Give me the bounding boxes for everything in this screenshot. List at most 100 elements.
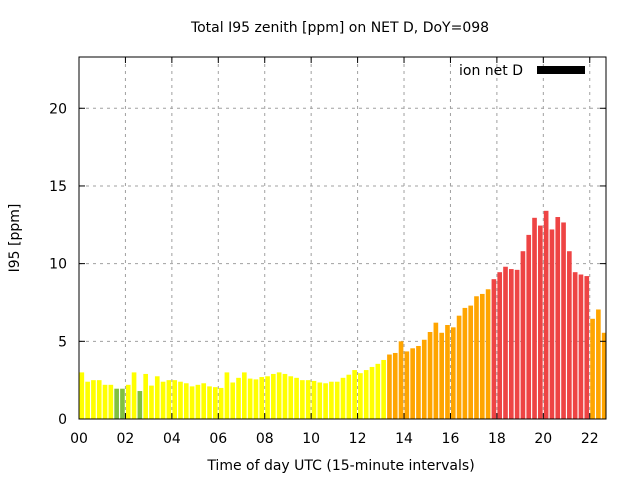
bar: [172, 380, 178, 419]
bar: [340, 377, 346, 419]
bar: [346, 374, 352, 419]
x-axis-label: Time of day UTC (15-minute intervals): [206, 458, 474, 474]
x-tick-label: 10: [302, 431, 320, 447]
x-tick-label: 08: [256, 431, 274, 447]
bar: [375, 363, 381, 419]
bar: [183, 383, 189, 419]
bar: [334, 381, 340, 419]
x-tick-label: 14: [395, 431, 413, 447]
bar: [91, 380, 96, 419]
y-tick-label: 15: [49, 179, 67, 195]
bar: [474, 296, 479, 419]
bar: [404, 351, 410, 419]
bar: [526, 234, 532, 419]
bar: [567, 251, 572, 419]
bar: [195, 384, 201, 419]
bar: [520, 251, 526, 419]
bar: [323, 383, 328, 419]
bar: [538, 225, 543, 419]
bar: [311, 380, 317, 419]
x-tick-label: 12: [349, 431, 367, 447]
x-axis: 00 02 04 06 08 10 12 14 16 18 20 22: [70, 57, 599, 447]
bar: [358, 373, 363, 419]
bar: [276, 372, 282, 419]
bar: [247, 378, 253, 419]
bar: [300, 380, 305, 419]
x-tick-label: 00: [70, 431, 88, 447]
y-tick-label: 0: [58, 412, 67, 428]
bar: [596, 309, 601, 419]
bar: [137, 391, 143, 419]
bar: [259, 377, 265, 419]
bar: [154, 376, 160, 419]
chart-title: Total I95 zenith [ppm] on NET D, DoY=098: [190, 20, 489, 36]
bar: [212, 387, 218, 419]
bar: [427, 331, 433, 419]
bar: [288, 376, 294, 419]
x-tick-label: 20: [534, 431, 552, 447]
bar: [102, 384, 108, 419]
bar: [329, 381, 334, 419]
bar: [305, 380, 311, 419]
bar: [584, 276, 590, 419]
bar: [421, 339, 427, 419]
bar: [410, 348, 415, 419]
bar: [450, 327, 456, 419]
bar: [462, 307, 468, 419]
bar: [398, 341, 404, 419]
legend-swatch: [537, 66, 585, 74]
legend-label: ion net D: [459, 63, 523, 79]
bar: [236, 377, 241, 419]
x-tick-label: 06: [209, 431, 227, 447]
bar: [189, 386, 195, 419]
bar: [549, 229, 555, 419]
bar: [485, 289, 491, 419]
bar: [317, 382, 323, 419]
bar: [439, 332, 444, 419]
bar: [497, 272, 503, 419]
bar: [578, 274, 584, 419]
plot-frame: [78, 56, 607, 420]
bar: [503, 266, 508, 419]
legend: ion net D: [459, 63, 585, 79]
bar: [114, 388, 119, 419]
bars: [79, 210, 607, 419]
bar: [131, 372, 137, 419]
bar: [416, 345, 421, 419]
bar: [352, 370, 357, 419]
bar: [218, 387, 224, 419]
bar: [468, 305, 474, 419]
bar: [514, 269, 520, 419]
bar: [561, 222, 566, 419]
bar: [590, 318, 595, 419]
bar: [445, 325, 450, 419]
bar: [282, 373, 288, 419]
bar: [120, 388, 125, 419]
bar: [572, 272, 578, 419]
bar: [207, 386, 212, 419]
y-axis-label: I95 [ppm]: [7, 204, 23, 273]
bar: [369, 366, 375, 419]
x-tick-label: 02: [117, 431, 135, 447]
bar: [253, 379, 259, 419]
bar: [96, 380, 102, 419]
bar: [230, 382, 236, 419]
bar: [224, 372, 230, 419]
bar: [491, 279, 497, 419]
bar: [108, 384, 114, 419]
bar: [479, 293, 485, 419]
bar: [166, 380, 172, 419]
bar: [271, 373, 276, 419]
bar: [178, 381, 183, 419]
bar: [85, 381, 90, 419]
bar: [532, 217, 537, 419]
bar: [143, 373, 148, 419]
bar: [508, 269, 514, 419]
x-tick-label: 22: [581, 431, 599, 447]
bar: [387, 354, 392, 419]
y-tick-label: 5: [58, 334, 67, 350]
bar: [149, 385, 154, 419]
bar: [160, 381, 166, 419]
bar: [265, 376, 270, 419]
bar: [79, 372, 85, 419]
